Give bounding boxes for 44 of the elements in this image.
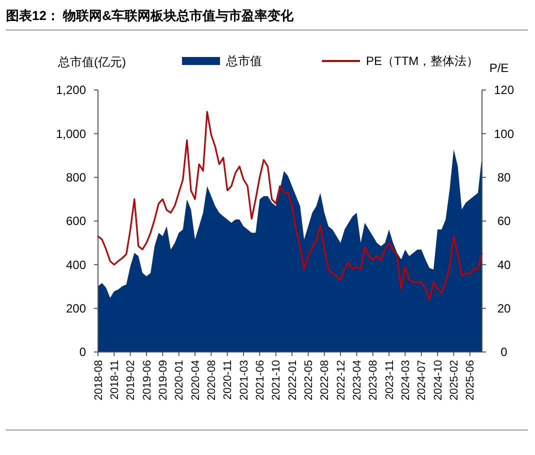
line-series <box>97 111 483 300</box>
x-tick-label: 2023-08 <box>368 360 380 400</box>
x-tick-label: 2019-06 <box>141 360 154 400</box>
y2-tick-label: 120 <box>494 83 514 98</box>
y-tick-label: 1,000 <box>56 126 86 141</box>
chart-title: 图表12： 物联网&车联网板块总市值与市盈率变化 <box>6 8 294 23</box>
x-tick-label: 2022-05 <box>303 360 316 400</box>
x-tick-label: 2024-07 <box>416 360 428 400</box>
x-tick-label: 2020-01 <box>174 360 186 400</box>
y-tick-label: 400 <box>66 258 86 272</box>
y-tick-label: 200 <box>66 302 86 316</box>
x-tick-label: 2022-12 <box>335 360 348 400</box>
x-tick-label: 2019-02 <box>125 360 138 400</box>
x-tick-label: 2022-08 <box>319 360 332 400</box>
legend-label: 总市值 <box>225 54 262 68</box>
y2-tick-label: 40 <box>497 258 511 272</box>
x-tick-label: 2020-04 <box>190 360 202 400</box>
y2-tick-label: 0 <box>500 345 508 360</box>
y2-tick-label: 100 <box>494 126 514 141</box>
legend-label: PE（TTM，整体法） <box>366 54 479 68</box>
y2-tick-label: 80 <box>497 170 511 185</box>
y2-axis-title: P/E <box>489 61 509 75</box>
y-tick-label: 800 <box>66 170 86 185</box>
x-tick-label: 2021-10 <box>270 360 283 400</box>
x-tick-label: 2024-10 <box>432 360 444 400</box>
y-axis-title: 总市值(亿元) <box>57 55 126 69</box>
x-tick-label: 2018-08 <box>92 360 105 400</box>
x-tick-label: 2019-09 <box>158 360 170 400</box>
x-tick-label: 2023-11 <box>384 360 396 400</box>
x-tick-label: 2020-08 <box>206 360 218 400</box>
x-tick-label: 2020-11 <box>222 360 234 400</box>
x-tick-label: 2025-06 <box>464 360 477 400</box>
y2-tick-label: 20 <box>497 302 511 316</box>
x-tick-label: 2022-01 <box>286 360 299 400</box>
x-tick-label: 2021-06 <box>254 360 267 400</box>
y2-tick-label: 60 <box>497 214 511 228</box>
x-tick-label: 2021-03 <box>238 360 250 400</box>
y-tick-label: 600 <box>66 214 86 228</box>
x-tick-label: 2024-03 <box>400 360 412 400</box>
y-tick-label: 1,200 <box>56 83 86 98</box>
x-tick-label: 2018-11 <box>109 360 122 400</box>
y-tick-label: 0 <box>79 345 86 360</box>
x-tick-label: 2023-04 <box>352 360 364 400</box>
x-tick-label: 2025-02 <box>448 360 461 400</box>
